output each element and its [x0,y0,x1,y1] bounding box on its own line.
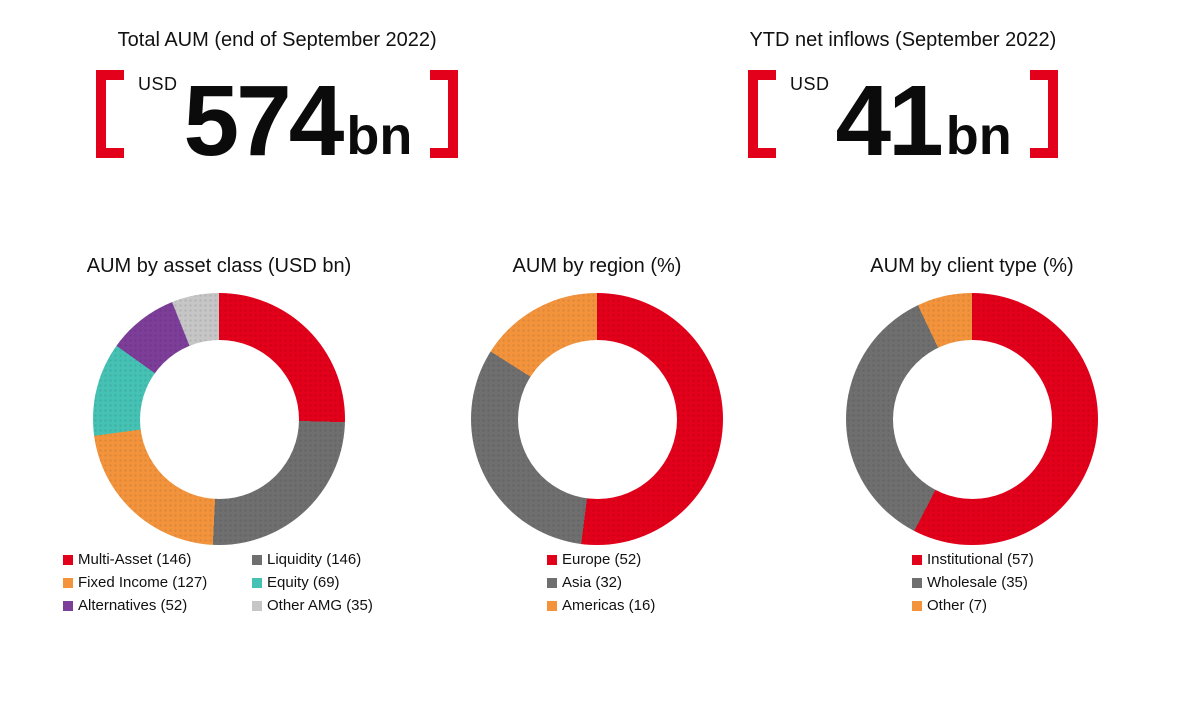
ytd-inflows-title: YTD net inflows (September 2022) [749,29,1057,51]
legend-label: Liquidity (146) [267,551,362,568]
legend-swatch-icon [63,578,73,588]
total-aum-title: Total AUM (end of September 2022) [117,29,437,51]
legend-label: Asia (32) [562,574,623,591]
donut-chart-region: AUM by region (%) [457,253,737,545]
left-bracket-icon [748,70,776,158]
legend-item: Institutional (57) [912,552,1034,568]
legend-swatch-icon [912,555,922,565]
legend-swatch-icon [252,555,262,565]
legend-item: Fixed Income (127) [63,575,252,591]
legend-label: Americas (16) [562,597,656,614]
legend-label: Multi-Asset (146) [78,551,192,568]
ytd-inflows-stat: YTD net inflows (September 2022) USD 41 … [748,28,1058,177]
ytd-inflows-unit: bn [945,106,1012,167]
donut-hole [517,339,677,499]
legend-item: Multi-Asset (146) [63,552,252,568]
donut-chart-asset-class: AUM by asset class (USD bn) [79,253,359,545]
legend-label: Institutional (57) [927,551,1034,568]
legend-swatch-icon [912,578,922,588]
legend-label: Other AMG (35) [267,597,373,614]
total-aum-stat: Total AUM (end of September 2022) USD 57… [96,28,459,177]
chart-title-asset-class: AUM by asset class (USD bn) [86,255,352,277]
legend-item: Europe (52) [547,552,655,568]
donut-chart-client-type: AUM by client type (%) [832,253,1112,545]
legend-label: Equity (69) [267,574,340,591]
donut-hole [139,339,299,499]
legend-asset-class: Multi-Asset (146) Liquidity (146) Fixed In… [63,552,373,614]
legend-item: Other (7) [912,598,1034,614]
ytd-inflows-number: 41 [835,65,944,177]
legend-label: Alternatives (52) [78,597,188,614]
legend-item: Liquidity (146) [252,552,373,568]
donut-ring-client-type [846,293,1098,545]
legend-label: Other (7) [927,597,988,614]
legend-item: Equity (69) [252,575,373,591]
right-bracket-icon [430,70,459,158]
legend-label: Wholesale (35) [927,574,1028,591]
legend-swatch-icon [252,578,262,588]
legend-swatch-icon [63,555,73,565]
ytd-inflows-value-group: USD 41 bn [748,65,1058,177]
legend-item: Other AMG (35) [252,598,373,614]
legend-swatch-icon [547,601,557,611]
donut-ring-asset-class [93,293,345,545]
total-aum-value-group: USD 574 bn [96,65,459,177]
legend-item: Alternatives (52) [63,598,252,614]
legend-label: Fixed Income (127) [78,574,208,591]
ytd-inflows-currency: USD [790,74,830,94]
legend-item: Americas (16) [547,598,655,614]
legend-label: Europe (52) [562,551,642,568]
chart-title-client-type: AUM by client type (%) [870,255,1074,277]
legend-swatch-icon [63,601,73,611]
donut-hole [892,339,1052,499]
left-bracket-icon [96,70,124,158]
donut-ring-region [471,293,723,545]
chart-title-region: AUM by region (%) [512,255,682,277]
legend-item: Asia (32) [547,575,655,591]
legend-swatch-icon [912,601,922,611]
legend-swatch-icon [252,601,262,611]
total-aum-unit: bn [346,106,413,167]
legend-client-type: Institutional (57) Wholesale (35) Other (7… [912,552,1034,614]
legend-region: Europe (52) Asia (32) Americas (16) [547,552,655,614]
legend-swatch-icon [547,555,557,565]
legend-swatch-icon [547,578,557,588]
total-aum-currency: USD [138,74,178,94]
total-aum-number: 574 [183,65,345,177]
right-bracket-icon [1029,70,1058,158]
legend-item: Wholesale (35) [912,575,1034,591]
